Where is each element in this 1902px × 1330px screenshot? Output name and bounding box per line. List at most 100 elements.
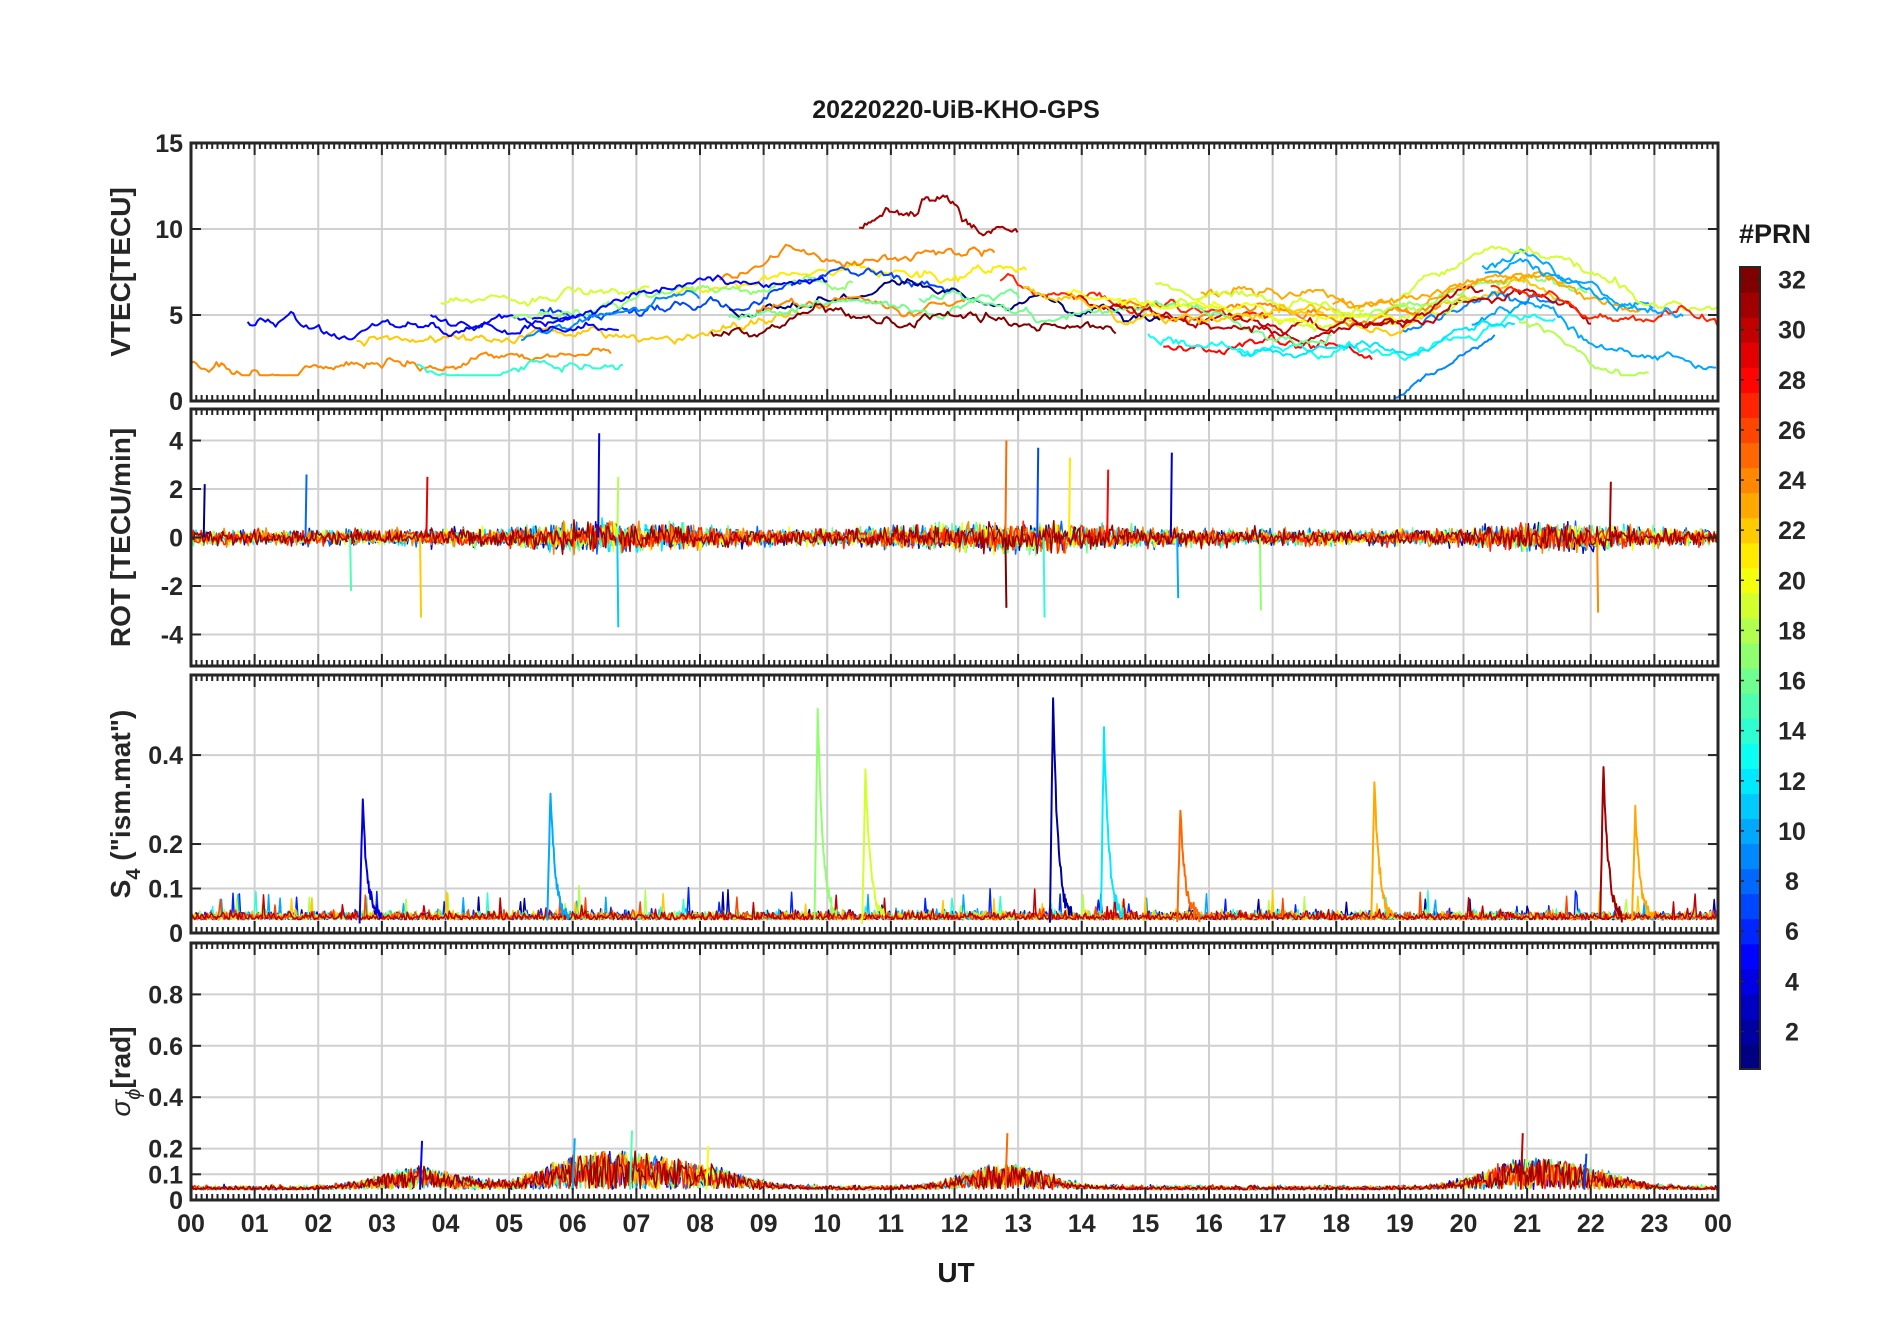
colorbar-segment [1740, 642, 1760, 669]
colorbar-segment [1740, 392, 1760, 418]
vtec-trace [440, 285, 650, 307]
x-tick-label: 17 [1259, 1210, 1287, 1238]
rot-spike [1258, 537, 1262, 611]
vtec-trace [918, 289, 1332, 347]
s4-spike [813, 707, 838, 920]
y-axis-label: σϕ[rad] [105, 1026, 145, 1116]
vtec-trace [531, 274, 828, 323]
rot-spike [1169, 452, 1173, 538]
vtec-trace-min [1393, 334, 1496, 399]
colorbar-segment [1740, 467, 1760, 494]
s4-spike [1599, 766, 1623, 923]
colorbar-tick-label: 10 [1778, 818, 1806, 846]
y-label-symbol: σ [105, 1099, 136, 1117]
colorbar-tick-label: 16 [1778, 668, 1806, 696]
colorbar-segment [1740, 492, 1760, 519]
x-tick-label: 15 [1131, 1210, 1159, 1238]
s4-spike [1631, 804, 1655, 922]
x-tick-label: 00 [1704, 1210, 1732, 1238]
grid-s4 [191, 675, 1718, 934]
rot-spike [425, 476, 429, 538]
colorbar-segment [1740, 743, 1760, 769]
s4-trace [191, 891, 1718, 921]
colorbar-tick-label: 4 [1785, 968, 1799, 996]
vtec-trace [1484, 257, 1684, 319]
vtec-trace [429, 313, 620, 333]
vtec-trace [356, 307, 801, 347]
x-tick-label: 00 [177, 1210, 205, 1238]
vtec-trace [416, 359, 624, 377]
y-label-subscript: ϕ [123, 1089, 145, 1100]
colorbar-segment [1740, 417, 1760, 444]
rot-spike [1068, 457, 1072, 538]
traces-layer [191, 142, 1718, 1201]
s4-trace [191, 888, 1718, 921]
s4-spike [861, 768, 886, 925]
y-tick-label: 0 [169, 388, 183, 416]
rot-spike [1176, 537, 1180, 599]
colorbar-tick-label: 26 [1778, 417, 1806, 445]
rot-spike [1608, 481, 1612, 538]
y-tick-label: 0.6 [148, 1033, 183, 1061]
panel-frame [189, 941, 1720, 1202]
x-tick-label: 06 [559, 1210, 587, 1238]
y-tick-label: 2 [169, 476, 183, 504]
colorbar-tick-label: 6 [1785, 918, 1799, 946]
rot-spike [616, 537, 620, 628]
y-tick-label: 0.1 [148, 1161, 183, 1189]
colorbar-segment [1740, 367, 1760, 393]
colorbar-segment [1740, 617, 1760, 644]
x-tick-label: 07 [622, 1210, 650, 1238]
y-tick-label: 0 [169, 525, 183, 553]
panel-s4: 00.10.20.4S4 ("ism.mat") [105, 673, 1720, 948]
x-tick-label: 08 [686, 1210, 714, 1238]
y-label-subscript: 4 [123, 868, 145, 880]
colorbar-tick-label: 2 [1785, 1018, 1799, 1046]
x-tick-label: 09 [750, 1210, 778, 1238]
y-axis-label: VTEC[TECU] [105, 187, 136, 357]
colorbar-frame [1739, 266, 1761, 1070]
x-tick-label: 01 [241, 1210, 269, 1238]
x-tick-label: 02 [304, 1210, 332, 1238]
x-tick-label: 18 [1322, 1210, 1350, 1238]
colorbar-segment [1740, 943, 1760, 970]
vtec-trace [511, 274, 854, 322]
y-tick-label: 0.1 [148, 876, 183, 904]
rot-spike [616, 476, 620, 538]
y-tick-label: 0.4 [148, 742, 183, 770]
x-tick-label: 03 [368, 1210, 396, 1238]
x-tick-label: 16 [1195, 1210, 1223, 1238]
colorbar-tick-label: 12 [1778, 768, 1806, 796]
rot-trace [191, 519, 1718, 555]
x-tick-label: 12 [941, 1210, 969, 1238]
x-tick-label: 04 [432, 1210, 460, 1238]
s4-spike [358, 798, 383, 924]
vtec-trace [1481, 248, 1654, 310]
x-tick-label: 05 [495, 1210, 523, 1238]
colorbar-segment [1740, 1043, 1760, 1070]
vtec-trace [520, 289, 701, 342]
colorbar-segment [1740, 918, 1760, 945]
colorbar-segment [1740, 1018, 1760, 1045]
colorbar-segment [1740, 843, 1760, 870]
vtec-trace [1237, 320, 1515, 359]
vtec-trace [1080, 284, 1484, 337]
colorbar-segment [1740, 968, 1760, 995]
panel-sigma_phi: 00.10.20.40.60.8σϕ[rad] [105, 941, 1720, 1215]
colorbar-tick-label: 22 [1778, 517, 1806, 545]
x-tick-label: 10 [813, 1210, 841, 1238]
colorbar-tick-label: 30 [1778, 317, 1806, 345]
x-tick-label: 22 [1577, 1210, 1605, 1238]
vtec-trace [710, 303, 1117, 338]
vtec-trace [1339, 297, 1470, 322]
colorbar-segment [1740, 668, 1760, 694]
rot-spike [1004, 440, 1008, 538]
sigma-peak [1004, 1133, 1009, 1190]
s4-spike [1370, 781, 1394, 921]
y-tick-label: 0.8 [148, 981, 183, 1009]
vtec-trace [246, 310, 572, 341]
rot-spike [597, 433, 601, 538]
vtec-trace [1395, 245, 1718, 312]
